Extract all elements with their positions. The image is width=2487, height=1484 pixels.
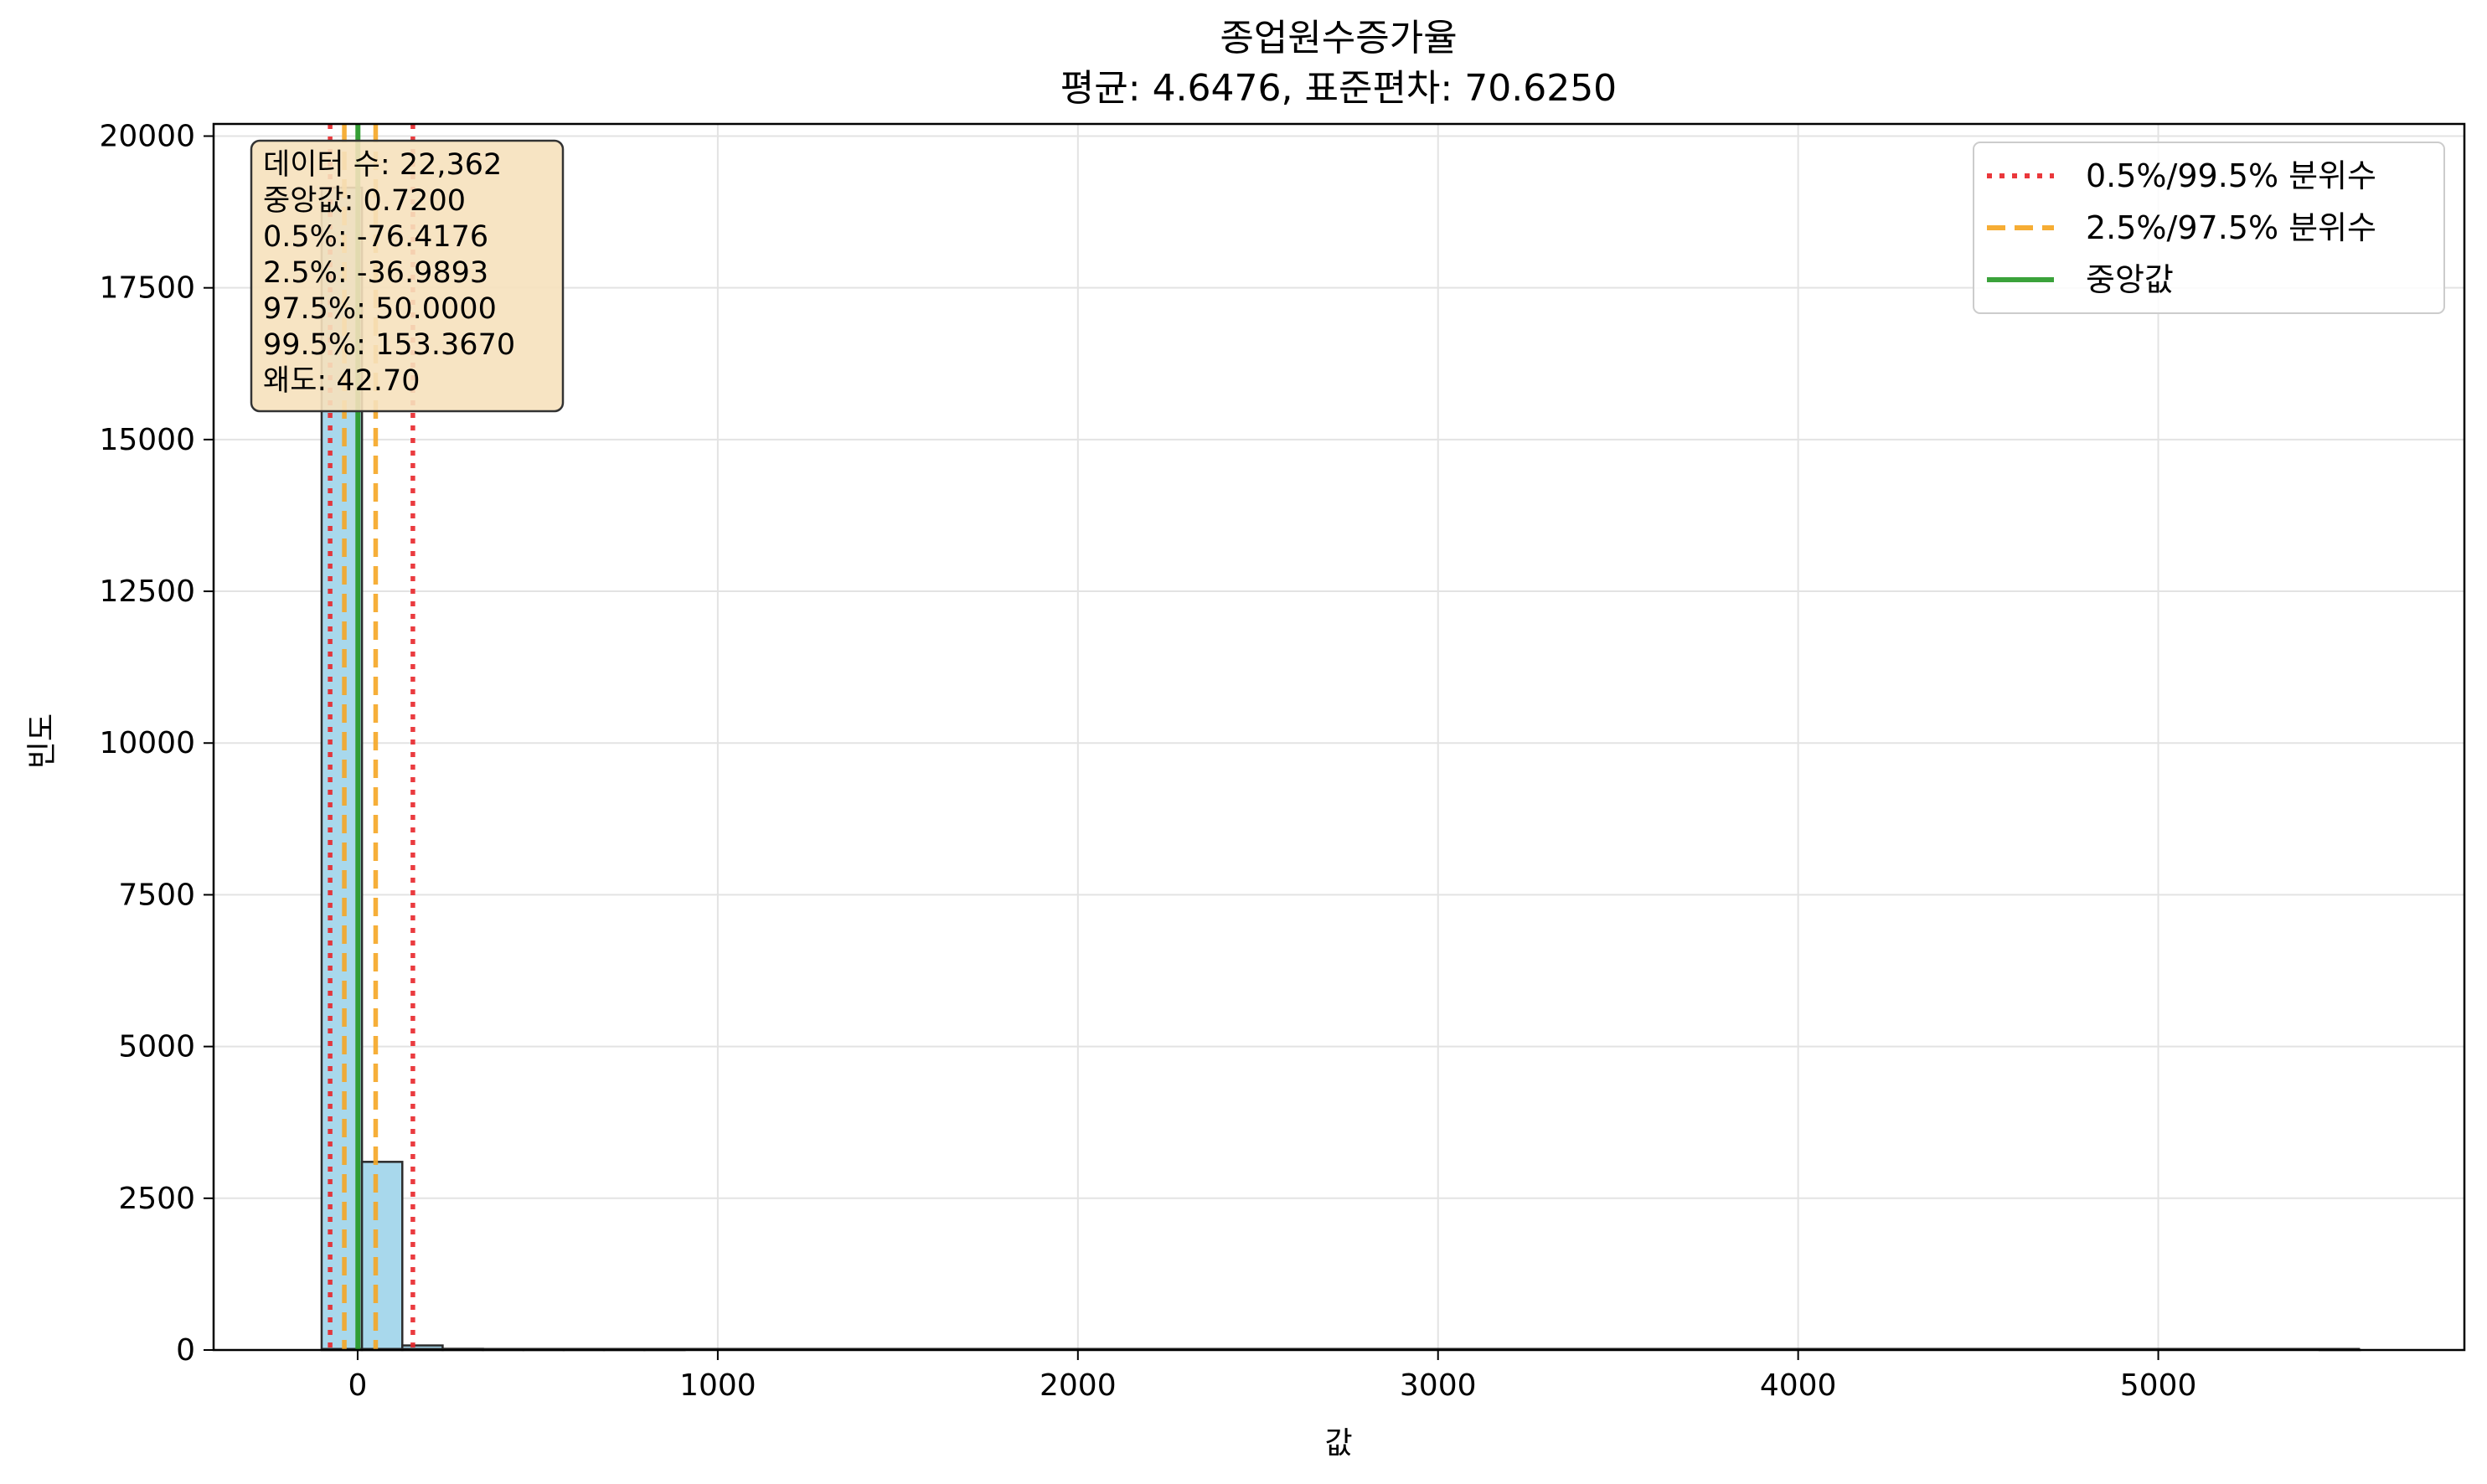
x-tick-label: 5000 [2120, 1368, 2197, 1403]
y-tick-label: 0 [176, 1333, 195, 1368]
stats-line: 데이터 수: 22,362 [263, 148, 502, 182]
stats-line: 0.5%: -76.4176 [263, 220, 488, 254]
y-tick-label: 10000 [99, 726, 195, 760]
chart-subtitle: 평균: 4.6476, 표준편차: 70.6250 [1060, 67, 1617, 110]
y-tick-label: 7500 [118, 878, 195, 912]
y-tick-label: 15000 [99, 423, 195, 457]
x-tick-label: 4000 [1760, 1368, 1837, 1403]
y-tick-label: 5000 [118, 1030, 195, 1064]
y-tick-label: 20000 [99, 119, 195, 153]
y-tick-label: 12500 [99, 575, 195, 609]
x-tick-label: 3000 [1400, 1368, 1477, 1403]
legend-label: 0.5%/99.5% 분위수 [2086, 157, 2376, 194]
y-axis-label: 빈도 [25, 714, 59, 769]
stats-line: 97.5%: 50.0000 [263, 292, 497, 326]
stats-line: 99.5%: 153.3670 [263, 328, 515, 362]
legend-label: 중앙값 [2086, 261, 2174, 298]
x-tick-label: 2000 [1040, 1368, 1117, 1403]
stats-line: 중앙값: 0.7200 [263, 184, 466, 218]
y-tick-label: 2500 [118, 1182, 195, 1216]
y-tick-label: 17500 [99, 271, 195, 306]
x-tick-label: 1000 [679, 1368, 756, 1403]
legend-label: 2.5%/97.5% 분위수 [2086, 209, 2376, 246]
histogram-bar [362, 1162, 402, 1350]
x-tick-label: 0 [348, 1368, 368, 1403]
chart-title: 종업원수증가율 [1220, 17, 1457, 59]
stats-line: 왜도: 42.70 [263, 364, 421, 398]
stats-line: 2.5%: -36.9893 [263, 256, 488, 290]
x-axis-label: 값 [1324, 1426, 1352, 1461]
